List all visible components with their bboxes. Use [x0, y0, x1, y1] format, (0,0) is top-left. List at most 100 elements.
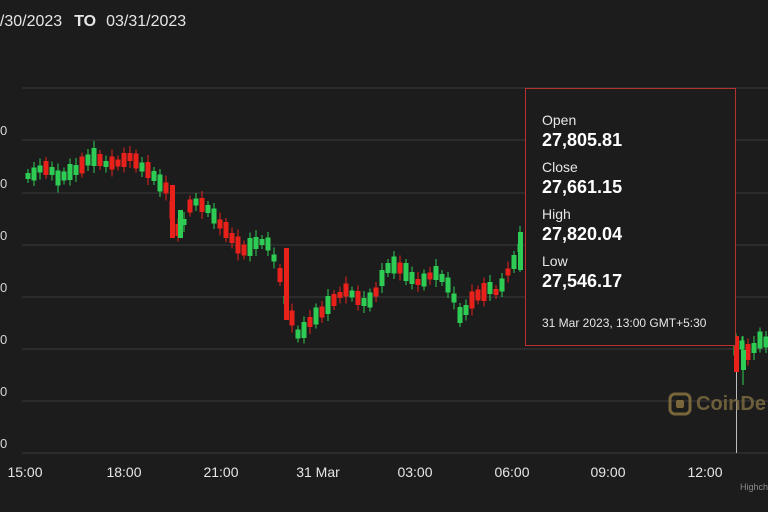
candle-body: [301, 322, 307, 338]
candle-body: [463, 305, 469, 315]
y-tick-label: 0: [0, 384, 7, 399]
candle-body: [427, 272, 433, 280]
candle-body: [499, 278, 505, 292]
y-tick-label: 0: [0, 280, 7, 295]
candle-body: [211, 208, 217, 224]
candle-body: [157, 174, 163, 192]
candle-body: [151, 171, 157, 181]
candle-body: [235, 236, 241, 254]
candle-body: [199, 198, 205, 212]
date-to-label: TO: [74, 13, 97, 30]
candle-body: [355, 291, 361, 305]
candle-body: [67, 164, 73, 180]
tooltip-time: 31 Mar 2023, 13:00 GMT+5:30: [542, 316, 707, 330]
date-to[interactable]: 03/31/2023: [106, 13, 187, 30]
candle-body: [193, 198, 199, 206]
candle-body: [757, 331, 763, 349]
candle-body: [139, 162, 145, 172]
candle-body: [505, 268, 511, 276]
open-label: Open: [542, 112, 577, 128]
candle-body: [451, 293, 457, 303]
x-tick-label: 03:00: [397, 464, 432, 480]
candle-body: [511, 255, 517, 269]
candle-body: [373, 287, 379, 297]
candle-body: [49, 167, 55, 175]
price-tooltip: Open 27,805.81 Close 27,661.15 High 27,8…: [525, 88, 736, 346]
date-from[interactable]: 3/30/2023: [0, 13, 63, 30]
candle-body: [475, 289, 481, 301]
x-tick-label: 09:00: [590, 464, 625, 480]
candle-body: [739, 340, 745, 350]
candle-body: [265, 237, 271, 251]
candle-body: [97, 154, 103, 166]
candle-body: [259, 239, 265, 245]
candle-body: [133, 153, 139, 169]
high-label: High: [542, 206, 571, 222]
x-tick-label: 15:00: [7, 464, 42, 480]
candle-body: [379, 270, 385, 286]
candle-body: [403, 263, 409, 281]
x-tick-label: 06:00: [494, 464, 529, 480]
candle-body: [85, 154, 91, 166]
close-label: Close: [542, 159, 578, 175]
date-range: 3/30/2023 TO 03/31/2023: [0, 13, 186, 31]
watermark-text: CoinDe: [696, 392, 766, 415]
candle-body: [385, 263, 391, 273]
candle-body: [457, 307, 463, 323]
candle-body: [43, 161, 49, 175]
candle-body: [109, 156, 115, 170]
candle-body: [247, 238, 253, 256]
x-tick-label: 12:00: [687, 464, 722, 480]
y-tick-label: 0: [0, 436, 7, 451]
candle-body: [178, 210, 183, 238]
candle-body: [121, 153, 127, 167]
candle-body: [205, 205, 211, 213]
candle-body: [241, 244, 247, 256]
candle-body: [481, 283, 487, 301]
candle-body: [433, 266, 439, 280]
candle-body: [445, 277, 451, 293]
y-tick-label: 0: [0, 176, 7, 191]
candle-body: [79, 156, 85, 174]
open-value: 27,805.81: [542, 130, 623, 150]
candle-body: [337, 292, 343, 298]
candle-body: [229, 233, 235, 243]
candle-body: [253, 237, 259, 249]
low-value: 27,546.17: [542, 271, 623, 291]
candle-body: [217, 219, 223, 229]
candle-body: [421, 273, 427, 287]
low-label: Low: [542, 253, 568, 269]
candle-body: [55, 170, 61, 186]
candle-body: [313, 307, 319, 325]
coindesk-logo-icon: [668, 392, 692, 416]
candle-body: [61, 171, 67, 181]
candle-body: [187, 199, 193, 213]
y-tick-label: 0: [0, 123, 7, 138]
y-tick-label: 0: [0, 228, 7, 243]
candle-body: [763, 336, 768, 348]
highcharts-credits[interactable]: Highch: [740, 482, 768, 492]
candle-body: [277, 268, 283, 282]
candle-body: [493, 289, 499, 295]
candle-body: [343, 283, 349, 297]
high-value: 27,820.04: [542, 224, 623, 244]
candle-body: [325, 296, 331, 314]
candle-body: [181, 219, 187, 225]
candle-body: [103, 161, 109, 167]
candle-body: [397, 262, 403, 274]
candle-body: [295, 329, 301, 339]
candle-body: [91, 148, 97, 166]
candle-body: [145, 162, 151, 178]
candle-body: [391, 256, 397, 274]
candle-body: [127, 153, 133, 161]
candle-body: [223, 222, 229, 238]
candle-body: [734, 336, 739, 372]
candle-body: [367, 292, 373, 308]
y-tick-label: 0: [0, 332, 7, 347]
x-tick-label: 21:00: [203, 464, 238, 480]
coindesk-watermark: CoinDe: [668, 392, 766, 416]
candle-body: [319, 306, 325, 318]
close-value: 27,661.15: [542, 177, 623, 197]
candle-body: [487, 282, 493, 294]
